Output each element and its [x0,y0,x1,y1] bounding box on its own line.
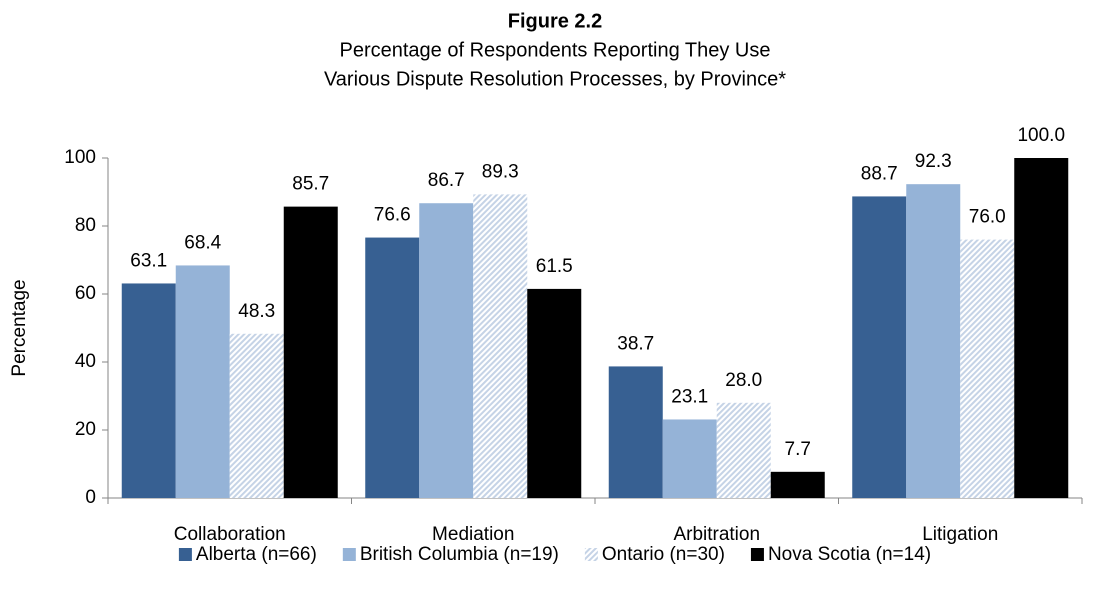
bar [419,203,474,498]
y-tick-label: 80 [75,215,96,236]
bar [121,283,176,498]
legend-label: Ontario (n=30) [602,544,725,565]
bar [608,366,663,498]
chart-subtitle: Various Dispute Resolution Processes, by… [324,68,786,90]
bar [960,239,1015,498]
data-label: 38.7 [617,333,654,354]
x-tick-label: Mediation [432,524,514,545]
bar [175,265,230,498]
bar [283,206,338,498]
legend-swatch [584,548,598,561]
bar [906,184,961,498]
data-label: 7.7 [785,439,811,460]
bar [473,194,528,498]
y-tick-label: 60 [75,283,96,304]
legend-swatch [342,548,356,561]
data-label: 86.7 [428,170,465,191]
bar [662,419,717,498]
data-label: 28.0 [725,370,762,391]
y-tick-label: 0 [85,487,96,508]
data-label: 88.7 [861,163,898,184]
data-label: 61.5 [536,256,573,277]
data-label: 92.3 [915,151,952,172]
bar [852,196,907,499]
legend-swatch [750,548,764,561]
data-label: 63.1 [130,250,167,271]
x-tick-label: Collaboration [174,524,286,545]
data-label: 76.6 [374,205,411,226]
y-tick-label: 20 [75,419,96,440]
legend-label: Nova Scotia (n=14) [768,544,931,565]
chart-title: Figure 2.2 [508,10,602,32]
data-label: 68.4 [184,232,221,253]
bar [527,288,582,498]
data-label: 89.3 [482,161,519,182]
data-label: 48.3 [238,301,275,322]
x-tick-label: Arbitration [673,524,760,545]
y-tick-label: 40 [75,351,96,372]
y-axis-label: Percentage [9,279,30,376]
bar [229,333,284,498]
x-tick-label: Litigation [922,524,998,545]
bar [770,471,825,498]
legend-label: British Columbia (n=19) [360,544,559,565]
chart-subtitle: Percentage of Respondents Reporting They… [339,39,770,61]
bar [1014,158,1069,498]
bar [365,237,420,498]
data-label: 100.0 [1017,125,1065,146]
data-label: 85.7 [292,174,329,195]
bar [716,402,771,498]
legend-swatch [178,548,192,561]
legend-label: Alberta (n=66) [196,544,317,565]
data-label: 23.1 [671,386,708,407]
y-tick-label: 100 [64,147,96,168]
data-label: 76.0 [969,207,1006,228]
